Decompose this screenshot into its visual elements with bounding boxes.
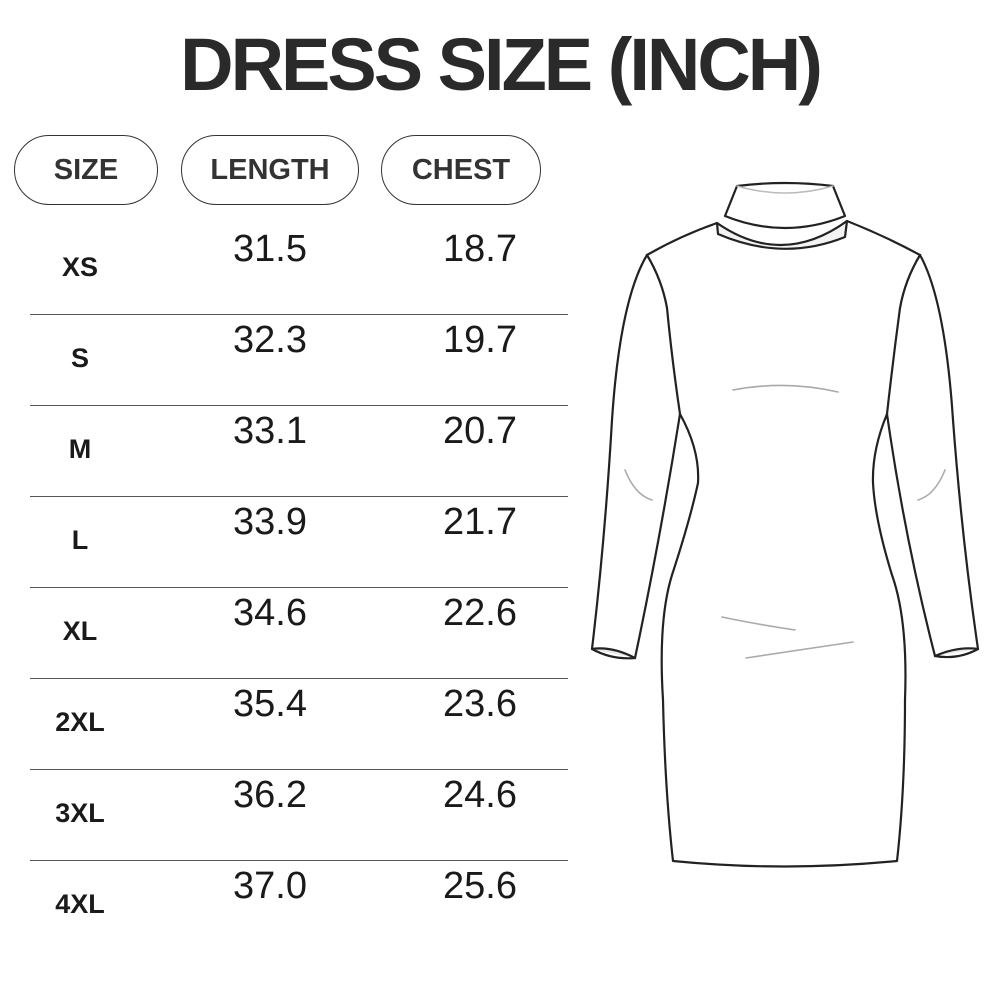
row-divider bbox=[30, 769, 568, 770]
length-value: 36.2 bbox=[233, 774, 307, 816]
header-chest: CHEST bbox=[381, 135, 541, 205]
header-length: LENGTH bbox=[181, 135, 359, 205]
length-value: 33.1 bbox=[233, 410, 307, 452]
table-row: M 33.1 20.7 bbox=[0, 410, 580, 501]
header-size: SIZE bbox=[14, 135, 158, 205]
chest-value: 23.6 bbox=[443, 683, 517, 725]
table-row: 3XL 36.2 24.6 bbox=[0, 774, 580, 865]
row-divider bbox=[30, 496, 568, 497]
row-divider bbox=[30, 314, 568, 315]
size-label: 4XL bbox=[55, 889, 105, 919]
length-value: 35.4 bbox=[233, 683, 307, 725]
page-title: DRESS SIZE (INCH) bbox=[180, 23, 823, 106]
chest-value: 24.6 bbox=[443, 774, 517, 816]
table-row: XL 34.6 22.6 bbox=[0, 592, 580, 683]
table-row: 2XL 35.4 23.6 bbox=[0, 683, 580, 774]
chest-value: 19.7 bbox=[443, 319, 517, 361]
chest-value: 18.7 bbox=[443, 228, 517, 270]
size-label: S bbox=[70, 343, 89, 373]
table-row: L 33.9 21.7 bbox=[0, 501, 580, 592]
table-row: S 32.3 19.7 bbox=[0, 319, 580, 410]
row-divider bbox=[30, 405, 568, 406]
length-value: 33.9 bbox=[233, 501, 307, 543]
length-value: 34.6 bbox=[233, 592, 307, 634]
size-label: 2XL bbox=[55, 707, 105, 737]
chest-value: 21.7 bbox=[443, 501, 517, 543]
chest-value: 25.6 bbox=[443, 865, 517, 907]
size-label: XS bbox=[61, 252, 99, 282]
chest-value: 20.7 bbox=[443, 410, 517, 452]
length-value: 32.3 bbox=[233, 319, 307, 361]
row-divider bbox=[30, 860, 568, 861]
table-row: XS 31.5 18.7 bbox=[0, 228, 580, 319]
size-label: L bbox=[71, 525, 89, 555]
size-label: XL bbox=[62, 616, 98, 646]
length-value: 37.0 bbox=[233, 865, 307, 907]
table-row: 4XL 37.0 25.6 bbox=[0, 865, 580, 956]
size-label: M bbox=[68, 434, 92, 464]
row-divider bbox=[30, 587, 568, 588]
chest-value: 22.6 bbox=[443, 592, 517, 634]
size-label: 3XL bbox=[55, 798, 105, 828]
row-divider bbox=[30, 678, 568, 679]
length-value: 31.5 bbox=[233, 228, 307, 270]
